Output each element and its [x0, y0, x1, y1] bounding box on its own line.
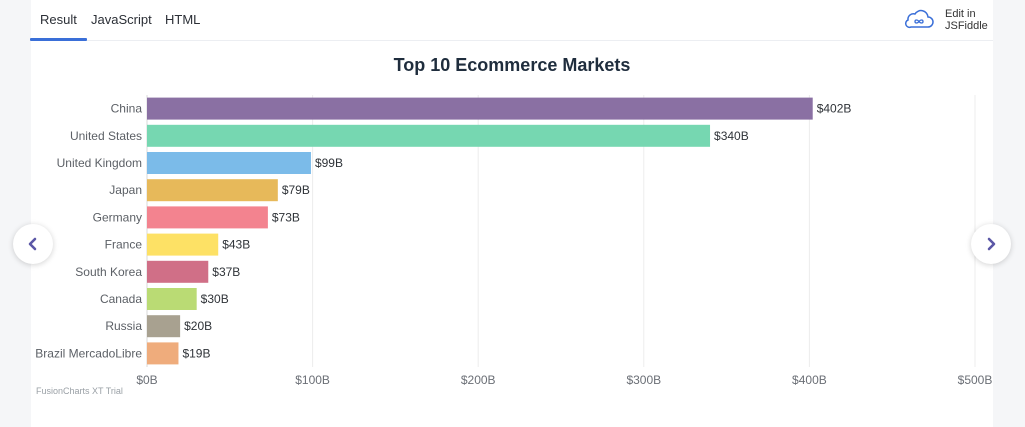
edit-in-jsfiddle-label: Edit in JSFiddle — [945, 8, 988, 32]
data-label: $340B — [714, 129, 749, 143]
tab-result[interactable]: Result — [30, 0, 87, 41]
category-label: South Korea — [75, 265, 142, 279]
tab-javascript[interactable]: JavaScript — [91, 12, 152, 27]
data-label: $30B — [201, 292, 229, 306]
bar[interactable] — [147, 206, 268, 229]
data-label: $20B — [184, 319, 212, 333]
data-label: $99B — [315, 156, 343, 170]
bar[interactable] — [147, 342, 179, 365]
x-tick-label: $400B — [792, 373, 827, 387]
category-label: Brazil MercadoLibre — [35, 346, 142, 360]
x-tick-label: $200B — [461, 373, 496, 387]
x-tick-label: $0B — [136, 373, 157, 387]
bar[interactable] — [147, 260, 209, 283]
x-tick-label: $500B — [958, 373, 993, 387]
previous-button[interactable] — [13, 224, 53, 264]
category-label: France — [105, 238, 143, 252]
data-label: $73B — [272, 210, 300, 224]
tab-bar: Result JavaScript HTML Edit in JSFiddle — [30, 0, 993, 41]
category-label: United Kingdom — [57, 156, 142, 170]
category-label: United States — [70, 129, 142, 143]
data-label: $19B — [182, 346, 210, 360]
category-label: China — [111, 102, 143, 116]
bar[interactable] — [147, 97, 813, 120]
bar[interactable] — [147, 124, 711, 147]
bar[interactable] — [147, 315, 181, 338]
chevron-right-icon — [984, 237, 998, 251]
trial-watermark: FusionCharts XT Trial — [36, 386, 123, 396]
category-label: Germany — [93, 210, 142, 224]
data-label: $79B — [282, 183, 310, 197]
next-button[interactable] — [971, 224, 1011, 264]
tab-html[interactable]: HTML — [165, 12, 201, 27]
cloud-infinity-icon — [903, 8, 935, 33]
category-label: Canada — [100, 292, 142, 306]
x-tick-label: $300B — [626, 373, 661, 387]
bar[interactable] — [147, 179, 278, 202]
edit-in-jsfiddle-link[interactable]: Edit in JSFiddle — [903, 6, 993, 34]
x-tick-label: $100B — [295, 373, 330, 387]
data-label: $37B — [212, 265, 240, 279]
chart-title: Top 10 Ecommerce Markets — [394, 55, 631, 75]
bar[interactable] — [147, 288, 197, 310]
chevron-left-icon — [26, 237, 40, 251]
category-label: Japan — [109, 183, 142, 197]
bar[interactable] — [147, 152, 311, 174]
data-label: $43B — [222, 238, 250, 252]
bar[interactable] — [147, 233, 219, 256]
data-label: $402B — [817, 102, 852, 116]
category-label: Russia — [105, 319, 142, 333]
